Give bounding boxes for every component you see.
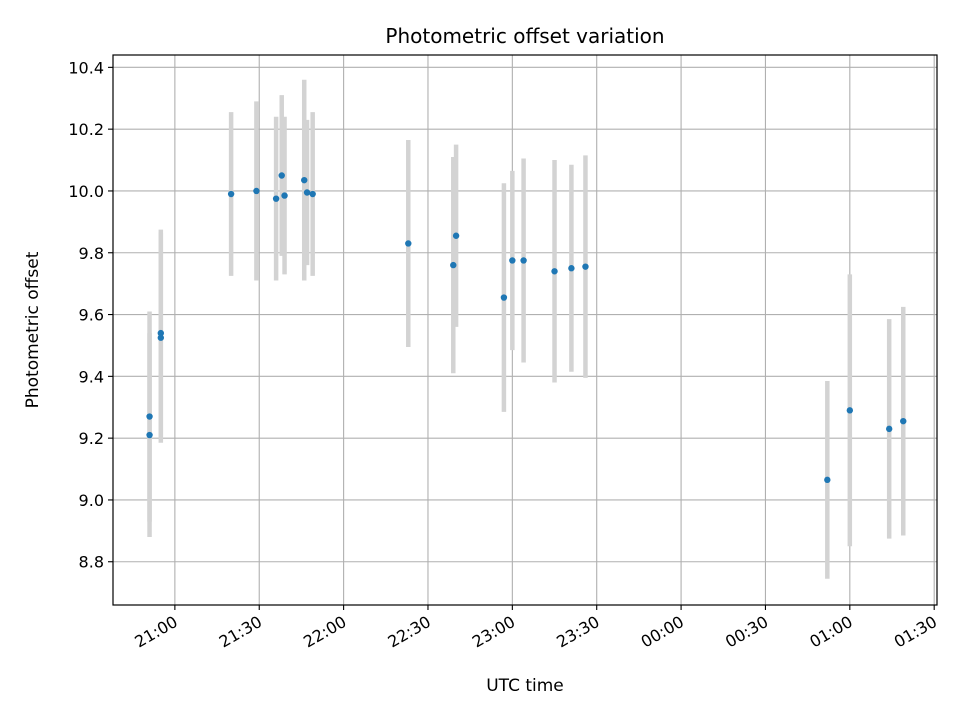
data-point bbox=[303, 189, 311, 196]
plot-frame bbox=[112, 54, 938, 606]
x-axis-label: UTC time bbox=[486, 676, 564, 696]
data-point bbox=[824, 476, 831, 484]
data-point bbox=[568, 265, 575, 272]
y-tick-label: 8.8 bbox=[79, 553, 104, 572]
data-point bbox=[450, 261, 457, 269]
data-point bbox=[582, 263, 589, 270]
data-point bbox=[309, 190, 316, 198]
data-point bbox=[272, 195, 280, 202]
y-tick-label: 9.0 bbox=[79, 491, 104, 510]
data-point bbox=[146, 413, 153, 420]
data-point bbox=[551, 268, 558, 275]
data-points bbox=[146, 172, 907, 484]
data-point bbox=[509, 257, 516, 264]
data-point bbox=[146, 431, 153, 439]
y-tick-label: 10.2 bbox=[68, 120, 104, 139]
data-point bbox=[405, 240, 412, 247]
data-point bbox=[520, 257, 527, 264]
data-point bbox=[281, 192, 288, 199]
data-point bbox=[227, 190, 235, 198]
data-point bbox=[157, 334, 165, 341]
y-axis-label: Photometric offset bbox=[23, 251, 43, 408]
data-point bbox=[500, 294, 508, 301]
y-tick-label: 10.4 bbox=[68, 58, 104, 77]
y-tick-label: 9.4 bbox=[79, 367, 104, 386]
data-point bbox=[301, 176, 308, 184]
data-point bbox=[157, 329, 165, 337]
y-tick-label: 9.8 bbox=[79, 244, 104, 263]
chart-title: Photometric offset variation bbox=[385, 24, 664, 48]
data-point bbox=[253, 187, 260, 195]
y-tick-label: 9.6 bbox=[79, 306, 104, 325]
data-point bbox=[278, 172, 285, 179]
data-point bbox=[900, 417, 907, 425]
y-tick-label: 10.0 bbox=[68, 182, 104, 201]
data-point bbox=[846, 407, 854, 414]
data-point bbox=[452, 232, 460, 239]
data-point bbox=[885, 425, 893, 433]
y-tick-label: 9.2 bbox=[79, 429, 104, 448]
